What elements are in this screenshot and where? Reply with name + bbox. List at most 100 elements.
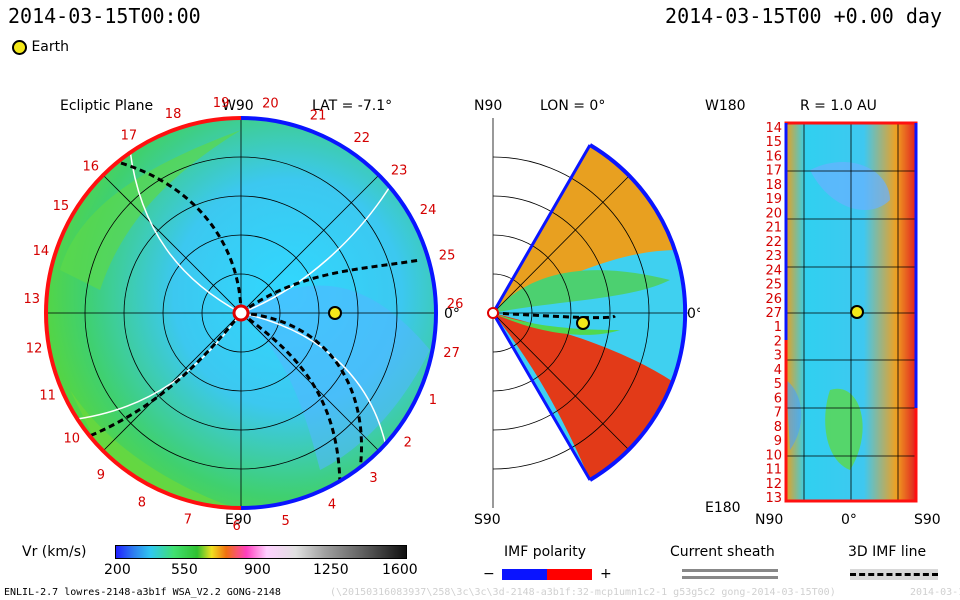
carrington-label: 24 [420,203,437,218]
rsphere-e180-label: E180 [705,500,741,516]
earth-marker-meridional [576,316,590,330]
carrington-label: 15 [53,199,70,214]
date-left: 2014-03-15T00:00 [8,4,201,28]
imf-line-title: 3D IMF line [848,544,927,560]
carrington-label: 19 [213,96,230,111]
carrington-label: 8 [138,495,146,510]
carrington-label: 27 [443,346,460,361]
rsphere-row-label: 18 [765,178,782,193]
carrington-label: 1 [429,393,437,408]
imf-minus-label: − [483,566,495,582]
ecliptic-title: Ecliptic Plane [60,98,153,114]
rsphere-row-label: 23 [765,249,782,264]
rsphere-row-label: 9 [774,434,782,449]
meridional-zero-label: 0° [687,306,700,322]
carrington-label: 4 [328,498,336,513]
rsphere-row-label: 26 [765,292,782,307]
rsphere-row-label: 21 [765,221,782,236]
meridional-current-sheath [492,311,616,320]
rsphere-row-label: 6 [774,391,782,406]
rsphere-row-label: 4 [774,363,782,378]
meridional-boundary [588,143,688,482]
rsphere-row-label: 5 [774,377,782,392]
rsphere-row-label: 11 [765,463,782,478]
carrington-label: 7 [184,513,192,528]
rsphere-w180-label: W180 [705,98,746,114]
current-sheath-line-2 [682,576,778,579]
rsphere-row-label: 24 [765,263,782,278]
ecliptic-boundary-neg [240,116,439,510]
carrington-label: 13 [24,292,41,307]
earth-marker-ecliptic [328,306,342,320]
rsphere-r-label: R = 1.0 AU [800,98,877,114]
ecliptic-w90-label: W90 [222,98,254,114]
rsphere-row-label: 7 [774,406,782,421]
rsphere-n90-label: N90 [755,512,783,528]
imf-positive-swatch [547,569,592,580]
carrington-label: 12 [26,341,43,356]
colorbar-tick-4: 1600 [382,562,418,578]
ecliptic-zero-label: 0° [444,306,460,322]
colorbar-tick-2: 900 [244,562,271,578]
carrington-label: 25 [439,249,456,264]
carrington-label: 5 [282,514,290,529]
rsphere-row-label: 22 [765,235,782,250]
rsphere-row-label: 8 [774,420,782,435]
meridional-lon-label: LON = 0° [540,98,605,114]
rsphere-row-label: 10 [765,448,782,463]
rsphere-row-label: 3 [774,349,782,364]
earth-legend-label: Earth [31,39,69,55]
carrington-labels: 19 20212223242526271234567891011121314151… [24,96,464,530]
date-right: 2014-03-15T00 +0.00 day [665,4,942,28]
carrington-label: 21 [310,109,327,124]
footer-run-id: (\20150316083937\258\3c\3c\3d-2148-a3b1f… [330,587,836,598]
footer-trail: 2014-03-15 [910,587,960,598]
rsphere-row-label: 12 [765,477,782,492]
imf-plus-label: + [600,566,612,582]
imf-negative-swatch [502,569,547,580]
rsphere-row-label: 2 [774,335,782,350]
ecliptic-plane-panel: Ecliptic Plane W90 LAT = -7.1° 0° E90 [24,96,464,530]
imf-polarity-title: IMF polarity [504,544,587,560]
carrington-label: 2 [404,436,412,451]
rsphere-zero-label: 0° [841,512,857,528]
rsphere-row-label: 19 [765,192,782,207]
rsphere-row-label: 20 [765,206,782,221]
earth-marker-icon [12,39,27,55]
colorbar-label: Vr (km/s) [22,544,87,560]
carrington-label: 18 [165,107,182,122]
earth-marker-rsphere [850,305,864,319]
rsphere-s90-label: S90 [914,512,941,528]
ecliptic-lat-label: LAT = -7.1° [312,98,392,114]
carrington-label: 16 [83,160,100,175]
rsphere-row-label: 15 [765,135,782,150]
current-sheath-line-1 [682,569,778,572]
carrington-label: 23 [391,163,408,178]
rsphere-row-labels: 1415161718192021222324252627123456789101… [765,121,782,506]
earth-legend: Earth [12,39,69,55]
sun-marker [232,304,250,322]
carrington-label: 3 [369,471,377,486]
footer-model: ENLIL-2.7 lowres-2148-a3b1f WSA_V2.2 GON… [4,587,281,598]
colorbar-tick-1: 550 [171,562,198,578]
current-sheath-title: Current sheath [670,544,775,560]
ecliptic-e90-label: E90 [225,512,252,528]
rsphere-row-label: 1 [774,320,782,335]
carrington-label: 10 [64,432,81,447]
rsphere-row-label: 27 [765,306,782,321]
r-sphere-panel: W180 R = 1.0 AU E180 N90 0° S90 14151617… [705,98,941,528]
meridional-velocity-map [493,145,686,480]
carrington-label: 17 [121,129,138,144]
carrington-label: 22 [354,131,371,146]
meridional-s90-label: S90 [474,512,501,528]
sun-marker-meridional [487,307,499,319]
meridional-edges [491,144,592,481]
colorbar-tick-3: 1250 [313,562,349,578]
meridional-plane-panel: N90 LON = 0° 0° S90 [474,98,700,528]
ecliptic-boundary-pos [43,116,242,510]
rsphere-row-label: 14 [765,121,782,136]
rsphere-row-label: 25 [765,278,782,293]
ecliptic-current-sheath [79,158,421,491]
carrington-label: 14 [33,244,50,259]
carrington-label: 11 [39,389,56,404]
